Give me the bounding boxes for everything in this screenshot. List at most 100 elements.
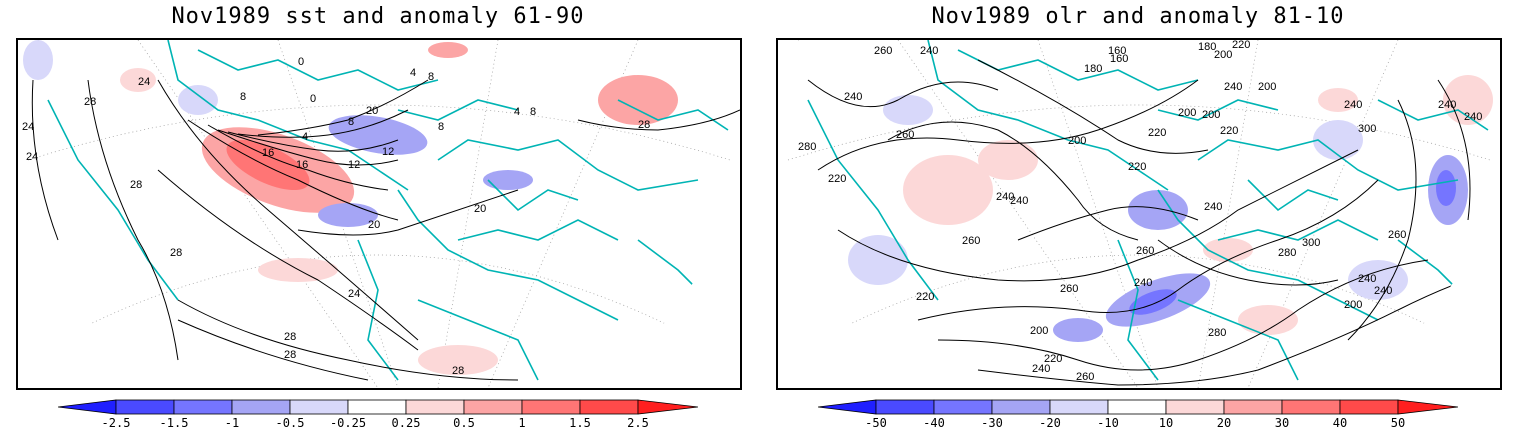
sst-contour-label: 24 bbox=[348, 288, 360, 300]
sst-contour-label: 4 bbox=[302, 131, 308, 143]
olr-contour-label: 200 bbox=[1202, 109, 1220, 121]
olr-title: Nov1989 olr and anomaly 81-10 bbox=[931, 4, 1345, 29]
olr-contour-label: 240 bbox=[1374, 285, 1392, 297]
olr-coastlines bbox=[807, 40, 1489, 381]
olr-contour-label: 220 bbox=[1044, 353, 1062, 365]
sst-contour-label: 24 bbox=[22, 121, 34, 133]
olr-contour-label: 240 bbox=[996, 191, 1014, 203]
sst-colorbar-tick: -1 bbox=[224, 416, 240, 430]
sst-contour-label: 20 bbox=[368, 219, 380, 231]
sst-contour-label: 20 bbox=[474, 203, 486, 215]
sst-title: Nov1989 sst and anomaly 61-90 bbox=[171, 4, 585, 29]
sst-colorbar-bin bbox=[579, 399, 639, 415]
sst-contour-label: 24 bbox=[138, 76, 150, 88]
olr-colorbar-tick: -40 bbox=[923, 416, 945, 430]
olr-contour-label: 300 bbox=[1358, 123, 1376, 135]
sst-colorbar-bin bbox=[463, 399, 523, 415]
olr-colorbar-bin bbox=[818, 399, 877, 415]
olr-colorbar-bin bbox=[1281, 399, 1341, 415]
olr-contour-label: 220 bbox=[1148, 127, 1166, 139]
olr-colorbar-bin bbox=[1107, 399, 1167, 415]
olr-anomaly-shading bbox=[848, 75, 1493, 342]
sst-contour-label: 28 bbox=[170, 247, 182, 259]
sst-contours bbox=[31, 79, 740, 381]
sst-colorbar-tick: -0.5 bbox=[275, 416, 305, 430]
olr-colorbar-tick: 20 bbox=[1216, 416, 1232, 430]
sst-colorbar-bin bbox=[521, 399, 581, 415]
olr-contour-label: 180 bbox=[1084, 63, 1102, 75]
olr-colorbar-tick: -50 bbox=[865, 416, 887, 430]
sst-contour-label: 28 bbox=[284, 349, 296, 361]
sst-colorbar-tick: -2.5 bbox=[101, 416, 131, 430]
sst-contour-label: 8 bbox=[438, 121, 444, 133]
olr-contour-label: 160 bbox=[1108, 45, 1126, 57]
olr-outside-mask bbox=[1348, 190, 1500, 388]
sst-contour-label: 8 bbox=[530, 106, 536, 118]
olr-contour-label: 240 bbox=[1032, 363, 1050, 375]
olr-contour-label: 240 bbox=[1438, 99, 1456, 111]
sst-contour-label: 16 bbox=[262, 147, 274, 159]
olr-contour-label: 200 bbox=[1344, 299, 1362, 311]
olr-contour-label: 240 bbox=[920, 45, 938, 57]
olr-contour-label: 260 bbox=[874, 45, 892, 57]
sst-map: 24 28 24 0 8 0 4 8 12 16 20 24 28 4 8 12… bbox=[16, 38, 742, 390]
sst-colorbar-tick: -1.5 bbox=[159, 416, 189, 430]
sst-colorbar-bin bbox=[58, 399, 117, 415]
sst-contour-label: 12 bbox=[382, 146, 394, 158]
olr-contour-labels: 260 240 160 180 160 180 200 220 240 280 … bbox=[798, 40, 1482, 383]
sst-contour-labels: 24 28 24 0 8 0 4 8 12 16 20 24 28 4 8 12… bbox=[22, 56, 650, 377]
sst-outside-mask bbox=[18, 190, 168, 388]
sst-contour-label: 12 bbox=[348, 159, 360, 171]
olr-contour-label: 240 bbox=[844, 91, 862, 103]
olr-colorbar-bin bbox=[1165, 399, 1225, 415]
olr-contour-label: 240 bbox=[1464, 111, 1482, 123]
olr-contour-label: 260 bbox=[962, 235, 980, 247]
sst-colorbar-tick: 1 bbox=[518, 416, 526, 430]
olr-contour-label: 160 bbox=[1110, 53, 1128, 65]
sst-colorbar-bin bbox=[347, 399, 407, 415]
olr-panel: Nov1989 olr and anomaly 81-10 bbox=[768, 0, 1508, 430]
sst-contour-label: 0 bbox=[298, 56, 304, 68]
olr-map: 260 240 160 180 160 180 200 220 240 280 … bbox=[776, 38, 1502, 390]
sst-colorbar-tick: -0.25 bbox=[329, 416, 367, 430]
sst-colorbar-bin bbox=[115, 399, 175, 415]
olr-contour-label: 180 bbox=[1198, 41, 1216, 53]
sst-colorbar-tick: 1.5 bbox=[569, 416, 591, 430]
olr-contour-label: 200 bbox=[1030, 325, 1048, 337]
sst-colorbar-bin bbox=[289, 399, 349, 415]
sst-contour-label: 28 bbox=[452, 365, 464, 377]
olr-contour-label: 280 bbox=[798, 141, 816, 153]
olr-contour-label: 200 bbox=[1214, 49, 1232, 61]
olr-contour-label: 280 bbox=[1278, 247, 1296, 259]
olr-colorbar-bin bbox=[875, 399, 935, 415]
olr-contour-label: 220 bbox=[916, 291, 934, 303]
olr-colorbar-tick: -10 bbox=[1097, 416, 1119, 430]
sst-colorbar-tick: 0.5 bbox=[453, 416, 475, 430]
olr-colorbar-tick: -30 bbox=[981, 416, 1003, 430]
olr-contour-label: 240 bbox=[1358, 273, 1376, 285]
sst-contour-label: 4 bbox=[514, 106, 520, 118]
olr-colorbar: -50 -40 -30 -20 -10 10 20 30 40 50 bbox=[818, 398, 1458, 430]
sst-colorbar-bin bbox=[173, 399, 233, 415]
olr-colorbar-tick: 10 bbox=[1158, 416, 1174, 430]
olr-colorbar-bin bbox=[1223, 399, 1283, 415]
sst-contour-label: 24 bbox=[26, 151, 38, 163]
sst-contour-label: 28 bbox=[84, 96, 96, 108]
sst-contour-label: 28 bbox=[638, 119, 650, 131]
olr-contour-label: 220 bbox=[1220, 125, 1238, 137]
olr-contour-label: 260 bbox=[1136, 245, 1154, 257]
olr-contour-label: 260 bbox=[1388, 229, 1406, 241]
olr-contour-label: 200 bbox=[1068, 135, 1086, 147]
sst-colorbar-bin bbox=[231, 399, 291, 415]
sst-panel: Nov1989 sst and anomaly 61-90 bbox=[8, 0, 748, 430]
sst-contour-label: 20 bbox=[366, 105, 378, 117]
olr-colorbar-bin bbox=[1397, 399, 1458, 415]
olr-colorbar-tick: 50 bbox=[1390, 416, 1406, 430]
sst-outside-mask bbox=[588, 190, 740, 388]
olr-contours bbox=[807, 59, 1500, 386]
olr-contour-label: 240 bbox=[1344, 99, 1362, 111]
sst-contour-label: 28 bbox=[130, 179, 142, 191]
sst-map-svg: 24 28 24 0 8 0 4 8 12 16 20 24 28 4 8 12… bbox=[18, 40, 740, 388]
olr-contour-label: 220 bbox=[1232, 40, 1250, 51]
olr-contour-label: 260 bbox=[1076, 371, 1094, 383]
